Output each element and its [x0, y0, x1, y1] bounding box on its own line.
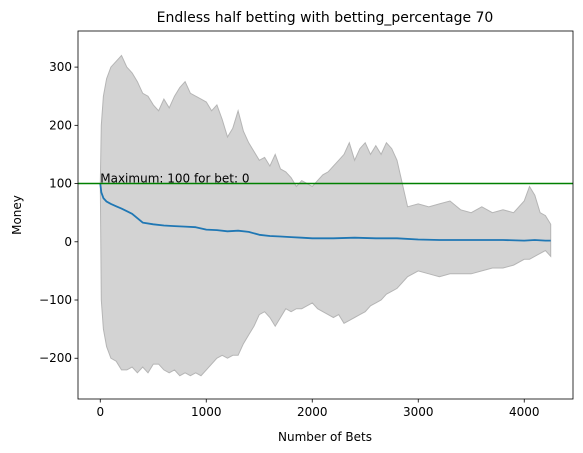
- x-tick-label: 1000: [191, 405, 222, 419]
- chart-title: Endless half betting with betting_percen…: [157, 10, 494, 26]
- mean-line: [99, 183, 551, 242]
- x-axis-label: Number of Bets: [278, 430, 372, 444]
- y-tick-label: 300: [49, 60, 72, 74]
- y-tick-label: −200: [39, 351, 72, 365]
- y-tick-label: −100: [39, 293, 72, 307]
- x-tick-label: 4000: [509, 405, 540, 419]
- plot-area: Maximum: 100 for bet: 00 1000 2000 3000 4000…: [39, 30, 574, 419]
- x-tick-label: 3000: [403, 405, 434, 419]
- x-tick-label: 2000: [297, 405, 328, 419]
- axes-frame: [77, 30, 574, 400]
- y-tick-label: 100: [49, 177, 72, 191]
- y-tick-label: 200: [49, 118, 72, 132]
- y-tick-label: 0: [64, 235, 72, 249]
- y-axis-label: Money: [10, 195, 24, 235]
- band-area: [99, 54, 552, 377]
- annotation-label: Maximum: 100 for bet: 0: [100, 172, 249, 186]
- x-tick-label: 0: [96, 405, 104, 419]
